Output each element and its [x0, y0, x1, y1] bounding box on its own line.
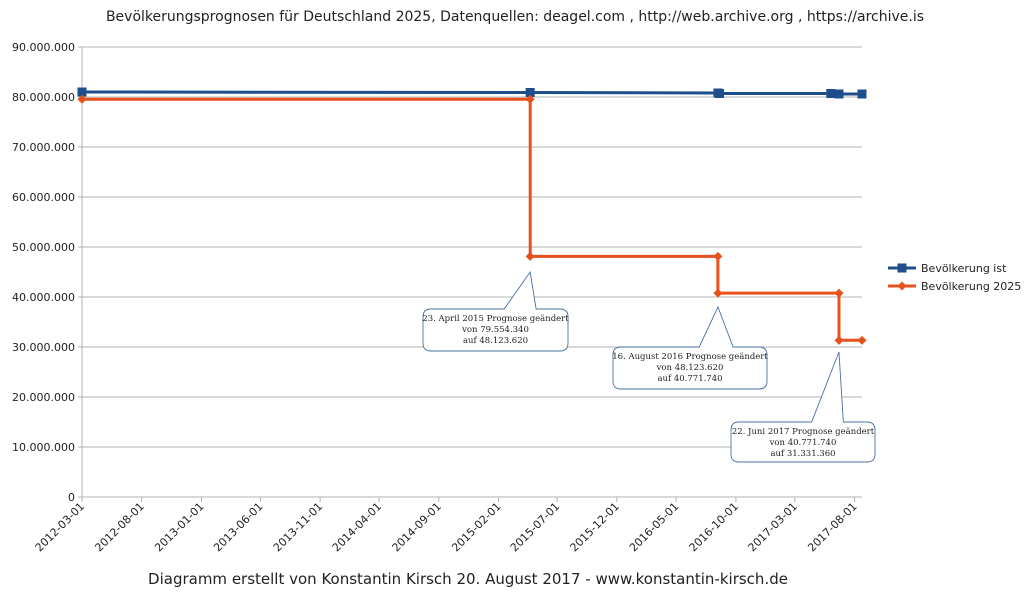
data-point	[857, 89, 867, 99]
x-tick-label: 2014-04-01	[330, 500, 384, 554]
data-point	[834, 89, 844, 99]
axes	[81, 47, 862, 498]
x-tick-label: 2012-08-01	[92, 500, 146, 554]
x-axis-ticks: 2012-03-01 2012-08-01 2013-01-01 2013-06-01…	[33, 497, 860, 554]
callout-bubble	[730, 351, 876, 463]
grid	[82, 46, 862, 498]
data-point	[525, 88, 535, 97]
series-line-2	[82, 97, 862, 342]
x-tick-label: 2015-02-01	[449, 500, 503, 554]
data-point	[715, 89, 725, 98]
data-point	[857, 335, 867, 345]
y-tick-label: 70.000.000	[12, 141, 75, 154]
data-point	[713, 251, 723, 261]
callout-bubble	[422, 270, 569, 352]
x-tick-label: 2016-05-01	[627, 500, 681, 554]
legend-label: Bevölkerung 2025	[921, 280, 1021, 293]
series-group	[77, 87, 867, 345]
y-tick-label: 40.000.000	[12, 291, 75, 304]
x-tick-label: 2013-11-01	[271, 500, 325, 554]
callout-line: von 48.123.620	[656, 363, 724, 373]
legend: Bevölkerung ist Bevölkerung 2025	[888, 262, 1021, 293]
x-tick-label: 2013-01-01	[152, 500, 206, 554]
x-tick-label: 2015-12-01	[568, 500, 622, 554]
y-tick-label: 50.000.000	[12, 241, 75, 254]
data-point	[834, 288, 844, 298]
legend-label: Bevölkerung ist	[921, 262, 1007, 275]
callout-line: 16. August 2016 Prognose geändert	[612, 352, 768, 362]
y-tick-label: 80.000.000	[12, 91, 75, 104]
data-point	[826, 89, 836, 98]
x-tick-label: 2017-08-01	[805, 500, 859, 554]
data-point	[525, 94, 535, 104]
callout-line: von 79.554.340	[461, 325, 529, 335]
x-tick-label: 2014-09-01	[390, 500, 444, 554]
callout-line: von 40.771.740	[769, 438, 837, 448]
callout-line: 23. April 2015 Prognose geändert	[422, 314, 569, 324]
x-tick-label: 2017-03-01	[746, 500, 800, 554]
data-point	[834, 335, 844, 345]
legend-item-2: Bevölkerung 2025	[888, 280, 1021, 293]
callout-line: auf 48.123.620	[463, 336, 528, 346]
callout-line: auf 40.771.740	[657, 374, 722, 384]
data-point	[525, 251, 535, 261]
callout-line: auf 31.331.360	[770, 449, 835, 459]
x-tick-label: 2016-10-01	[687, 500, 741, 554]
x-tick-label: 2013-06-01	[211, 500, 265, 554]
y-tick-label: 30.000.000	[12, 341, 75, 354]
y-tick-label: 10.000.000	[12, 441, 75, 454]
series-line-1	[81, 90, 862, 96]
legend-marker	[897, 281, 907, 291]
x-tick-label: 2012-03-01	[33, 500, 87, 554]
callout-bubble	[612, 305, 768, 390]
chart-title: Bevölkerungsprognosen für Deutschland 20…	[106, 9, 924, 25]
y-tick-label: 20.000.000	[12, 391, 75, 404]
callout-line: 22. Juni 2017 Prognose geändert	[732, 427, 875, 437]
y-tick-label: 0	[68, 491, 75, 504]
legend-marker	[897, 263, 907, 273]
data-point	[77, 94, 87, 104]
data-point	[713, 288, 723, 298]
legend-item-1: Bevölkerung ist	[888, 262, 1007, 275]
chart-footer: Diagramm erstellt von Konstantin Kirsch …	[148, 570, 788, 588]
data-point	[77, 87, 87, 97]
y-tick-label: 90.000.000	[12, 41, 75, 54]
x-tick-label: 2015-07-01	[508, 500, 562, 554]
y-axis-ticks: 0 10.000.000 20.000.000 30.000.000 40.000.00…	[12, 41, 82, 504]
y-tick-label: 60.000.000	[12, 191, 75, 204]
